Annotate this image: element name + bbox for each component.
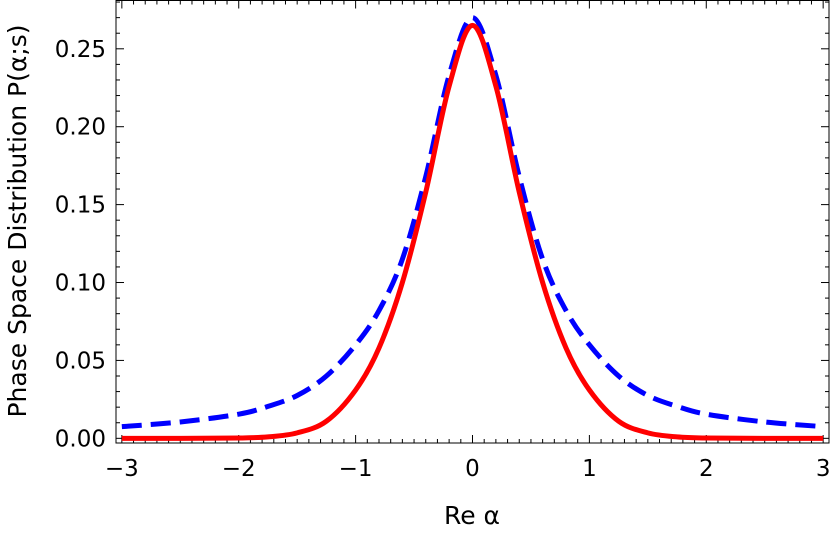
x-tick-label: −3 bbox=[105, 456, 139, 482]
y-tick-label: 0.10 bbox=[55, 271, 106, 297]
y-tick-labels: 0.00 0.05 0.10 0.15 0.20 0.25 bbox=[55, 37, 106, 453]
x-tick-label: 3 bbox=[816, 456, 830, 482]
y-tick-label: 0.15 bbox=[55, 193, 106, 219]
x-tick-label: 2 bbox=[699, 456, 714, 482]
y-tick-label: 0.05 bbox=[55, 348, 106, 374]
x-tick-label: 1 bbox=[582, 456, 597, 482]
x-axis-title: Re α bbox=[444, 501, 500, 530]
y-tick-label: 0.25 bbox=[55, 37, 106, 63]
dashed-series-line bbox=[121, 15, 824, 430]
y-axis-title: Phase Space Distribution P(α;s) bbox=[3, 24, 32, 417]
x-tick-label: −1 bbox=[339, 456, 373, 482]
x-tick-label: 0 bbox=[465, 456, 480, 482]
y-tick-label: 0.20 bbox=[55, 115, 106, 141]
x-tick-labels: −3 −2 −1 0 1 2 3 bbox=[105, 456, 830, 482]
x-tick-label: −2 bbox=[222, 456, 256, 482]
y-tick-label: 0.00 bbox=[55, 426, 106, 452]
solid-series-line bbox=[121, 22, 824, 441]
series-layer bbox=[121, 15, 824, 441]
ticks bbox=[116, 0, 829, 443]
plot-frame bbox=[115, 0, 830, 444]
